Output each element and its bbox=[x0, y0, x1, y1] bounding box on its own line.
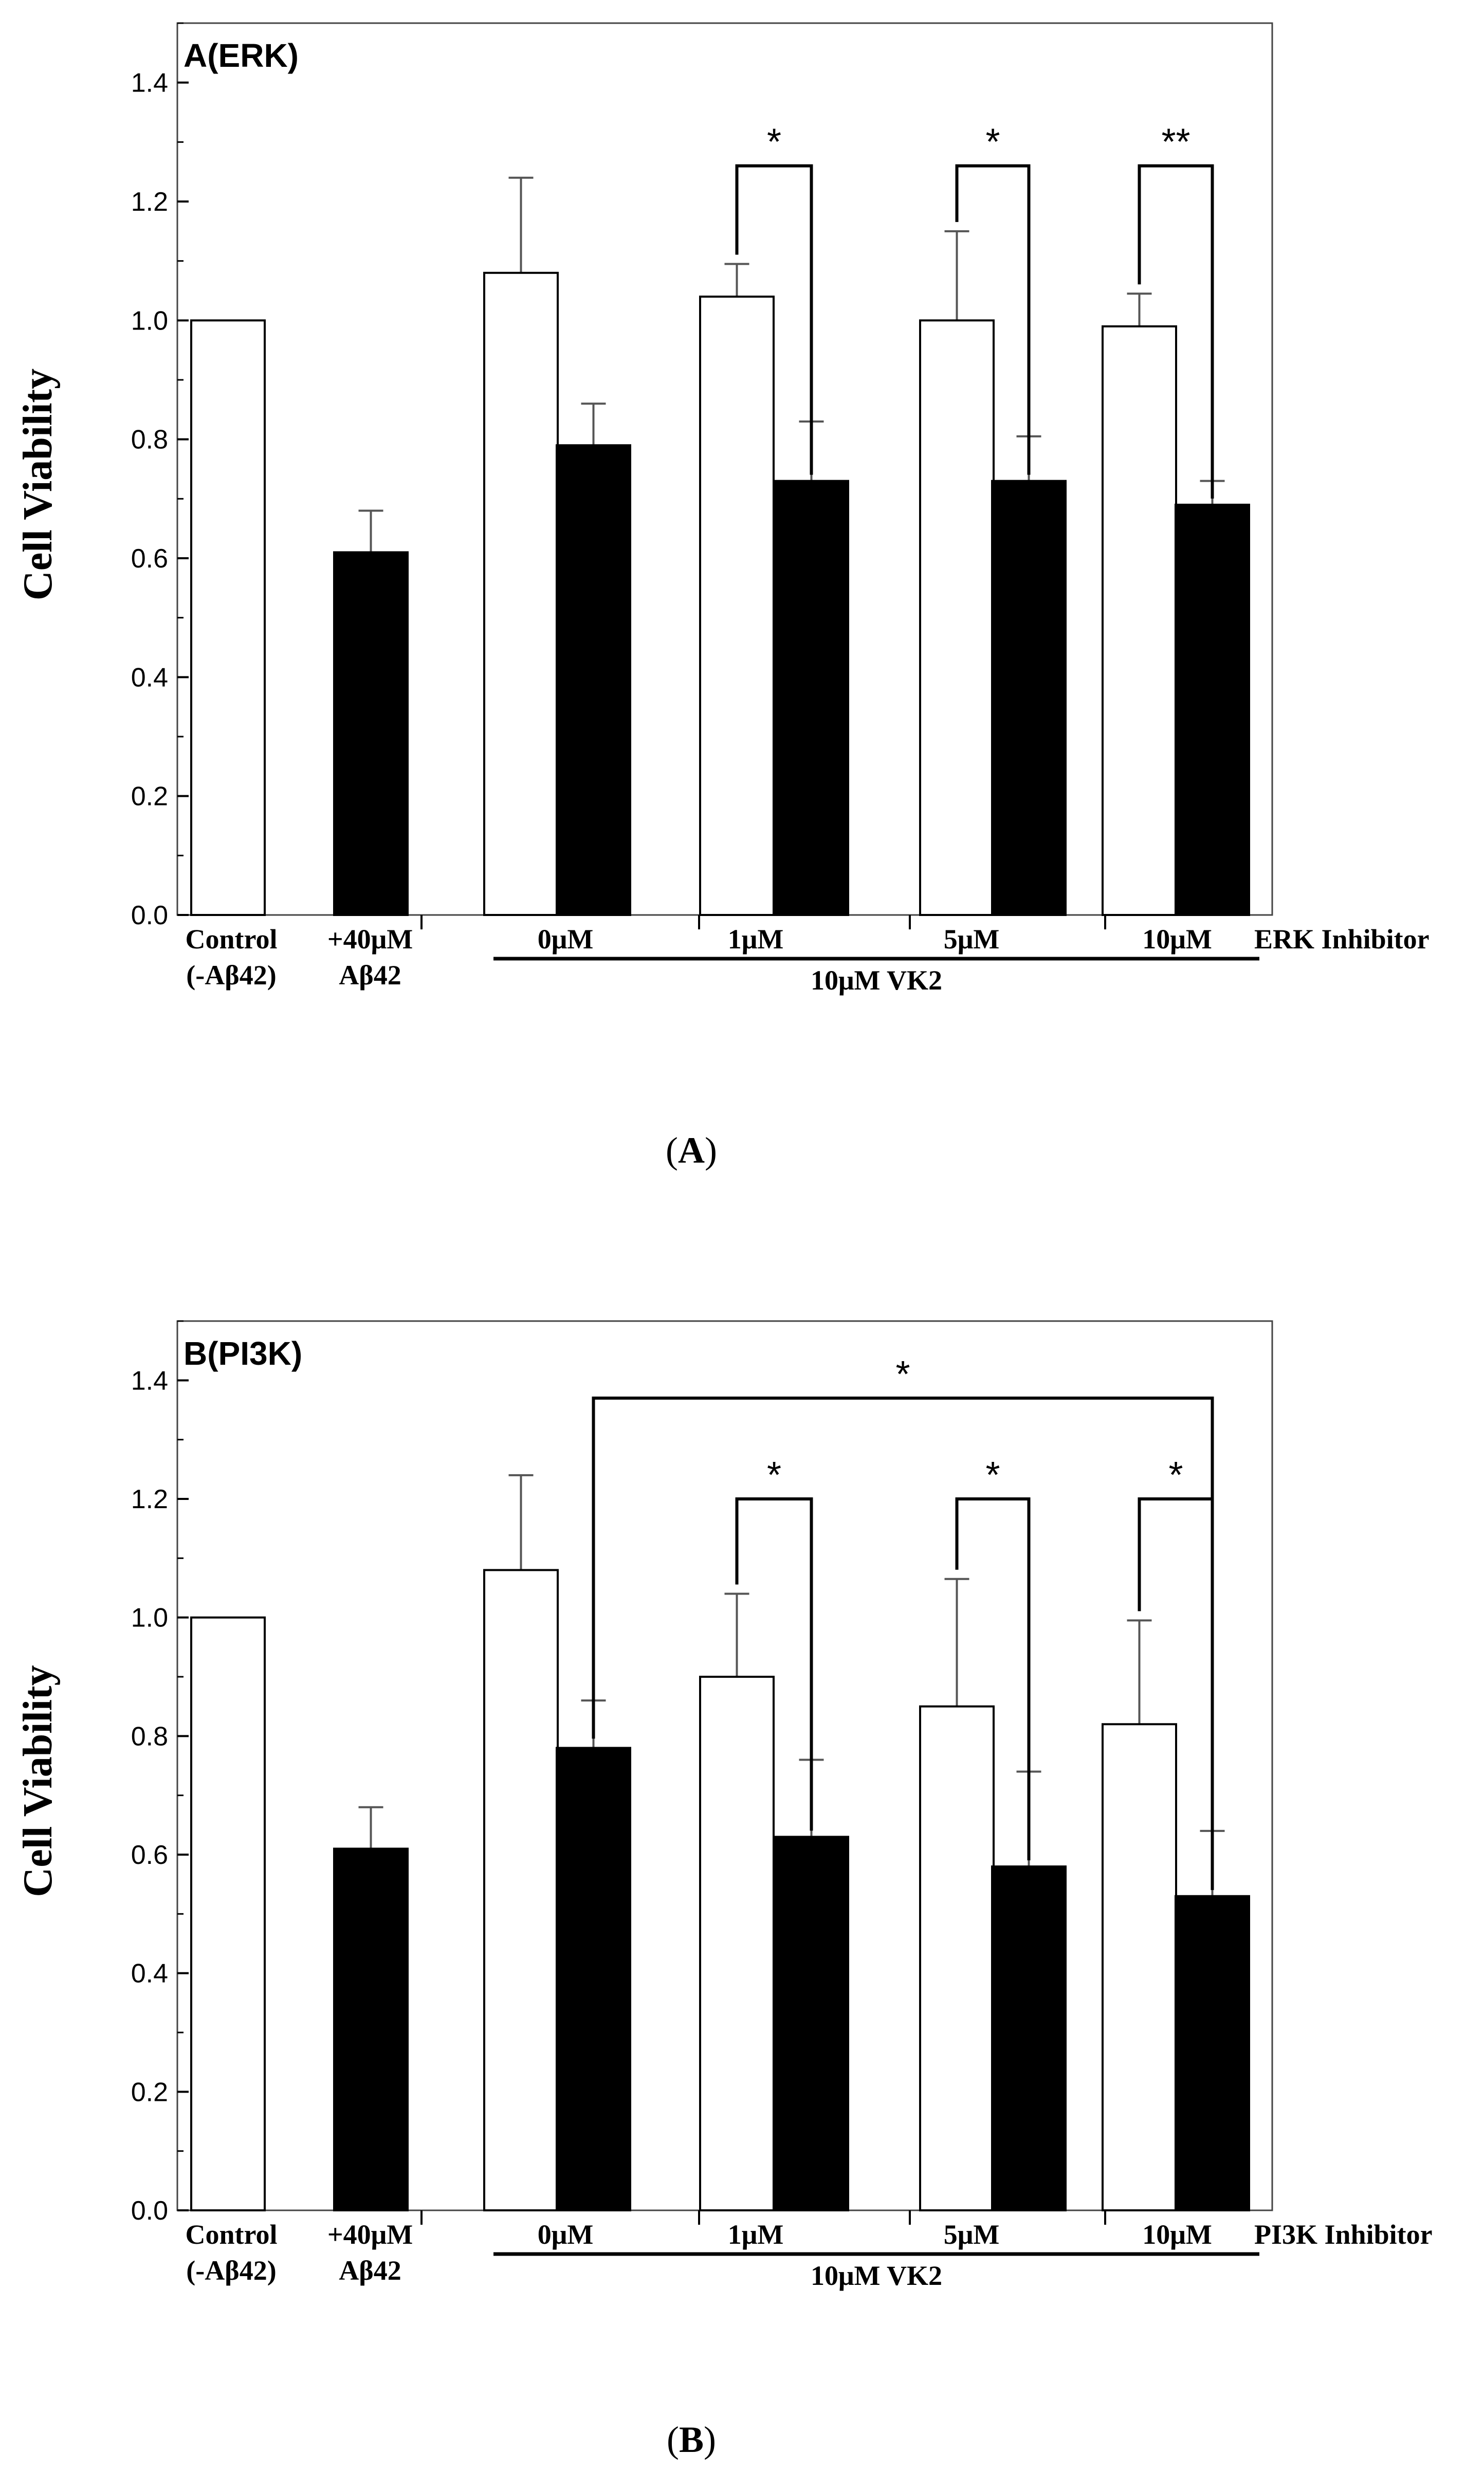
significance-bracket bbox=[955, 1497, 1031, 1861]
y-tick-label: 1.4 bbox=[131, 68, 168, 98]
y-tick-label: 0.2 bbox=[131, 782, 168, 812]
bar-white bbox=[699, 296, 775, 916]
bar-white bbox=[1102, 325, 1177, 916]
panel-caption: (A) bbox=[666, 1130, 717, 1171]
significance-marker: * bbox=[895, 1354, 910, 1395]
x-category-label-line2: (-Aβ42) bbox=[186, 960, 276, 991]
significance-marker: * bbox=[985, 122, 1000, 163]
x-category-label: +40μM bbox=[327, 924, 413, 955]
bar-white bbox=[919, 319, 995, 916]
bar-black bbox=[333, 551, 409, 916]
bar-black bbox=[991, 480, 1067, 916]
y-tick-label: 1.2 bbox=[131, 1485, 168, 1514]
bar-white bbox=[483, 1569, 559, 2211]
panel-label: A(ERK) bbox=[184, 37, 299, 74]
x-category-label: Control bbox=[185, 2219, 277, 2250]
x-category-label: 1μM bbox=[728, 2219, 784, 2250]
significance-bracket bbox=[1138, 1497, 1214, 1890]
y-tick-label: 0.0 bbox=[131, 901, 168, 930]
bar-white bbox=[483, 271, 559, 916]
x-category-label: 10μM bbox=[1142, 924, 1212, 955]
caption-paren-open: ( bbox=[666, 1130, 678, 1171]
group-label: 10μM VK2 bbox=[811, 2260, 942, 2291]
x-category-label-line2: Aβ42 bbox=[339, 960, 401, 991]
bar-black bbox=[333, 1847, 409, 2211]
x-category-label: 5μM bbox=[944, 2219, 1000, 2250]
caption-paren-close: ) bbox=[705, 1130, 717, 1171]
x-category-label: 1μM bbox=[728, 924, 784, 955]
bar-black bbox=[556, 1747, 631, 2211]
significance-marker: * bbox=[1168, 1455, 1183, 1496]
y-tick-label: 1.0 bbox=[131, 1603, 168, 1633]
significance-marker: * bbox=[767, 122, 781, 163]
bar-white bbox=[919, 1705, 995, 2212]
bar-black bbox=[556, 444, 631, 916]
group-label: 10μM VK2 bbox=[811, 965, 942, 996]
y-tick-label: 0.8 bbox=[131, 1721, 168, 1751]
y-tick-label: 0.2 bbox=[131, 2077, 168, 2107]
y-tick-label: 0.0 bbox=[131, 2196, 168, 2226]
bar-black bbox=[1175, 503, 1250, 916]
y-tick-label: 0.4 bbox=[131, 1959, 168, 1989]
y-tick-label: 0.6 bbox=[131, 1840, 168, 1870]
x-category-label: 0μM bbox=[538, 924, 594, 955]
significance-bracket bbox=[955, 164, 1031, 475]
y-tick-label: 1.0 bbox=[131, 306, 168, 336]
bar-white bbox=[190, 319, 266, 916]
inhibitor-label: ERK Inhibitor bbox=[1254, 924, 1430, 955]
y-axis-label: Cell Viability bbox=[15, 369, 61, 600]
y-axis-label: Cell Viability bbox=[15, 1665, 61, 1897]
caption-paren-close: ) bbox=[704, 2419, 716, 2460]
bar-black bbox=[1175, 1895, 1250, 2212]
x-category-label-line2: Aβ42 bbox=[339, 2255, 401, 2286]
bar-black bbox=[774, 480, 849, 916]
bar-white bbox=[699, 1676, 775, 2211]
y-tick-label: 1.2 bbox=[131, 187, 168, 217]
significance-marker: * bbox=[767, 1455, 781, 1496]
bar-black bbox=[774, 1836, 849, 2211]
caption-letter: B bbox=[679, 2419, 704, 2460]
x-category-label: 0μM bbox=[538, 2219, 594, 2250]
y-tick-label: 0.4 bbox=[131, 663, 168, 692]
x-category-label-line2: (-Aβ42) bbox=[186, 2255, 276, 2286]
bar-black bbox=[991, 1865, 1067, 2211]
significance-bracket bbox=[1138, 164, 1214, 499]
significance-marker: ** bbox=[1161, 122, 1190, 163]
x-category-label: 5μM bbox=[944, 924, 1000, 955]
significance-bracket bbox=[735, 164, 813, 475]
y-tick-label: 0.6 bbox=[131, 544, 168, 574]
inhibitor-label: PI3K Inhibitor bbox=[1254, 2219, 1433, 2250]
y-tick-label: 1.4 bbox=[131, 1366, 168, 1396]
caption-letter: A bbox=[678, 1130, 705, 1171]
caption-paren-open: ( bbox=[667, 2419, 679, 2460]
x-category-label: +40μM bbox=[327, 2219, 413, 2250]
significance-marker: * bbox=[985, 1455, 1000, 1496]
y-tick-label: 0.8 bbox=[131, 425, 168, 455]
panel-caption: (B) bbox=[667, 2419, 716, 2460]
significance-bracket bbox=[735, 1497, 813, 1831]
bar-white bbox=[190, 1616, 266, 2212]
x-category-label: Control bbox=[185, 924, 277, 955]
bar-white bbox=[1102, 1723, 1177, 2211]
x-category-label: 10μM bbox=[1142, 2219, 1212, 2250]
panel-label: B(PI3K) bbox=[184, 1335, 302, 1372]
